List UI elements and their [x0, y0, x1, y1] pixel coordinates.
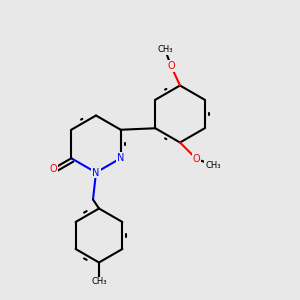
Text: N: N [117, 153, 124, 163]
Text: N: N [92, 167, 100, 178]
Text: CH₃: CH₃ [157, 45, 173, 54]
Text: CH₃: CH₃ [205, 160, 221, 169]
Text: O: O [167, 61, 175, 71]
Text: CH₃: CH₃ [91, 278, 107, 286]
Text: O: O [193, 154, 200, 164]
Text: O: O [49, 164, 57, 174]
